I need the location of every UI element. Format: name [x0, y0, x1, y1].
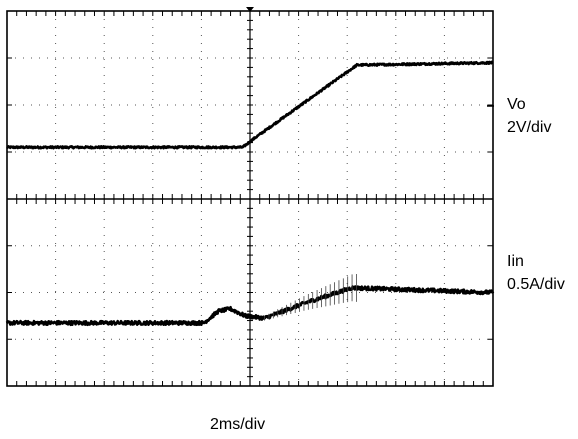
vo-channel-scale: 2V/div: [507, 119, 552, 136]
grid-layer: [6, 7, 494, 387]
iin-channel-scale: 0.5A/div: [507, 276, 565, 293]
trace-layer: [5, 60, 495, 327]
trace-spikes-iin: [264, 274, 357, 321]
trigger-marker: [246, 7, 254, 12]
vo-channel-name: Vo: [507, 96, 526, 113]
iin-channel-name: Iin: [507, 253, 524, 270]
trace-line-iin: [5, 285, 495, 327]
time-scale-label: 2ms/div: [210, 416, 266, 433]
trace-line-vo: [5, 60, 494, 150]
